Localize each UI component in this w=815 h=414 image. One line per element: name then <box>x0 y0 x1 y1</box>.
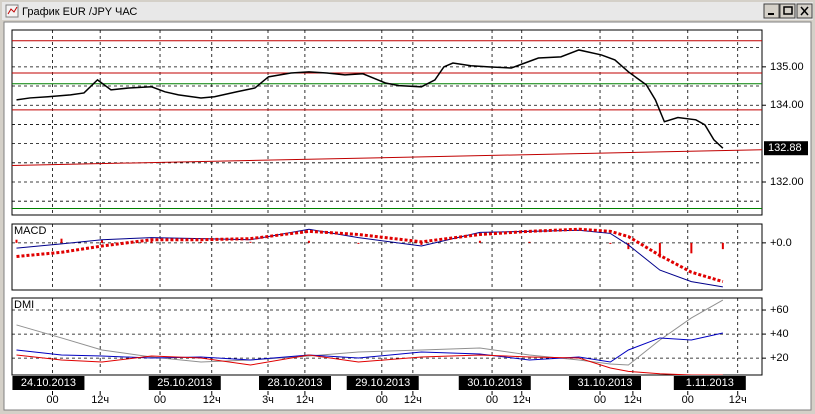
histogram-bar <box>609 242 612 244</box>
y-tick-label: +60 <box>770 304 789 316</box>
date-label: 1.11.2013 <box>686 377 734 389</box>
plot-frame <box>11 223 763 291</box>
x-tick-label: 00 <box>486 394 498 406</box>
date-label: 29.10.2013 <box>355 377 410 389</box>
date-label-box <box>458 376 531 390</box>
date-label-box <box>568 376 641 390</box>
window-icon <box>5 4 19 18</box>
plot-clip <box>12 298 762 375</box>
date-label: 24.10.2013 <box>21 377 76 389</box>
x-tick-label: 3ч <box>262 394 274 406</box>
last-price-label: 132.88 <box>768 142 802 154</box>
x-tick-label: 12ч <box>624 394 642 406</box>
x-tick-label: 12ч <box>729 394 747 406</box>
y-tick-label: 132.00 <box>770 176 804 188</box>
histogram-bar <box>627 242 630 250</box>
histogram-bar <box>528 241 531 243</box>
y-tick-label: +0.0 <box>770 237 792 249</box>
window-icon-line <box>7 6 18 15</box>
histogram-bar <box>100 239 103 243</box>
histogram-bar <box>420 242 423 245</box>
plot-clip <box>12 30 762 215</box>
plot-frame <box>11 297 763 376</box>
histogram-bar <box>658 242 661 258</box>
series-line <box>16 299 724 366</box>
x-tick-label: 12ч <box>91 394 109 406</box>
date-label-box <box>346 376 419 390</box>
x-tick-label: 12ч <box>404 394 422 406</box>
date-label: 30.10.2013 <box>467 377 522 389</box>
histogram-bar <box>721 242 724 250</box>
histogram-bar <box>357 242 360 244</box>
plot-clip <box>12 224 762 290</box>
series-line <box>16 332 723 363</box>
date-label: 28.10.2013 <box>267 377 322 389</box>
date-label: 31.10.2013 <box>577 377 632 389</box>
y-tick-label: 135.00 <box>770 61 804 73</box>
histogram-bar <box>690 242 693 254</box>
y-tick-label: +40 <box>770 328 789 340</box>
plot-frame <box>11 29 763 216</box>
x-tick-label: 12ч <box>513 394 531 406</box>
date-label-box <box>258 376 331 390</box>
date-label: 25.10.2013 <box>157 377 212 389</box>
series-line <box>16 227 724 284</box>
date-label-box <box>148 376 221 390</box>
y-tick-label: 134.00 <box>770 99 804 111</box>
x-tick-label: 00 <box>682 394 694 406</box>
date-label-box <box>673 376 746 390</box>
x-tick-label: 12ч <box>296 394 314 406</box>
x-tick-label: 00 <box>46 394 58 406</box>
window-title: График EUR /JPY ЧАС <box>22 6 137 18</box>
title-bar <box>2 2 813 20</box>
series-line <box>16 49 724 149</box>
panel-label: MACD <box>14 225 46 237</box>
maximize-button[interactable] <box>779 3 796 19</box>
x-tick-label: 00 <box>154 394 166 406</box>
minimize-button[interactable] <box>763 3 780 19</box>
histogram-bar <box>478 240 481 243</box>
histogram-bar <box>60 238 63 243</box>
histogram-bar <box>15 239 18 243</box>
close-button[interactable] <box>796 3 813 19</box>
last-price-box <box>764 141 808 156</box>
series-line <box>16 228 723 288</box>
x-tick-label: 12ч <box>203 394 221 406</box>
histogram-bar <box>249 241 252 243</box>
histogram-bar <box>150 240 153 243</box>
histogram-bar <box>307 240 310 243</box>
series-line <box>16 354 723 375</box>
trend-line <box>12 149 762 166</box>
x-tick-label: 00 <box>376 394 388 406</box>
histogram-bar <box>199 241 202 243</box>
y-tick-label: +20 <box>770 352 789 364</box>
date-label-box <box>12 376 85 390</box>
panel-label: DMI <box>14 299 34 311</box>
x-tick-label: 00 <box>594 394 606 406</box>
